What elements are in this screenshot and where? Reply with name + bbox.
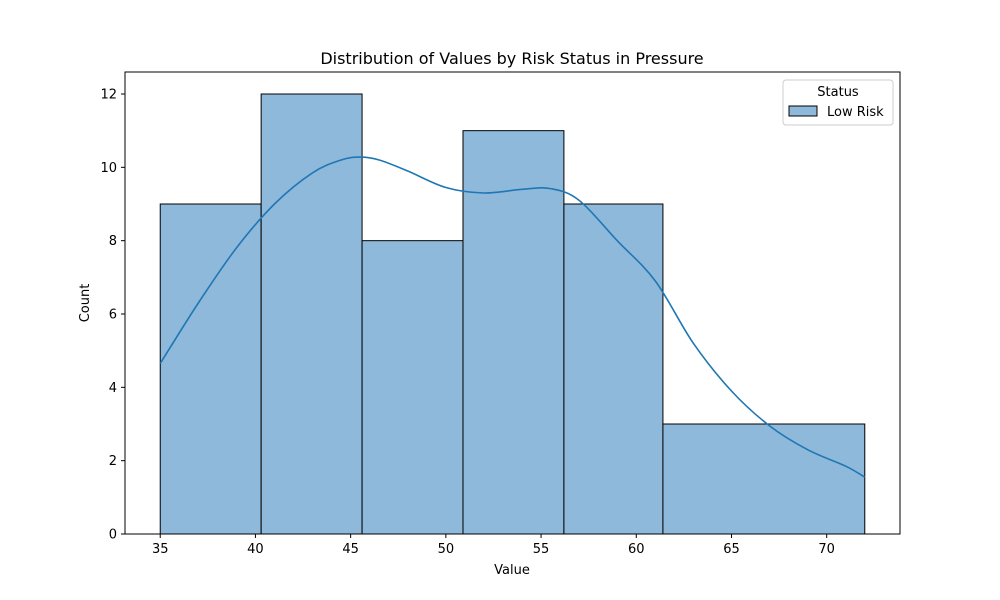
- kde-layer: [159, 156, 866, 478]
- y-tick-label: 6: [109, 308, 117, 323]
- legend-label-low-risk: Low Risk: [827, 105, 884, 120]
- kde-line-low-risk: [159, 156, 866, 478]
- x-tick-label: 35: [152, 542, 169, 557]
- x-axis-label: Value: [494, 563, 530, 578]
- x-axis: 35 40 45 50 55 60 65 70: [152, 534, 835, 557]
- histogram-bar-3: [462, 130, 565, 535]
- histogram-bar-5: [662, 423, 866, 535]
- x-tick-label: 50: [438, 542, 455, 557]
- y-axis-label: Count: [78, 284, 93, 323]
- bars-layer: [159, 93, 866, 535]
- y-tick-label: 0: [109, 528, 117, 543]
- x-tick-label: 45: [342, 542, 359, 557]
- legend: Status Low Risk: [782, 79, 894, 126]
- x-tick-label: 70: [818, 542, 835, 557]
- y-tick-label: 8: [109, 234, 117, 249]
- x-tick-label: 65: [723, 542, 740, 557]
- histogram-bar-2: [361, 240, 464, 535]
- y-tick-label: 10: [100, 161, 117, 176]
- y-axis: 0 2 4 6 8 10 12: [100, 88, 125, 543]
- histogram-bar-0: [159, 203, 262, 535]
- y-tick-label: 2: [109, 454, 117, 469]
- chart-title: Distribution of Values by Risk Status in…: [320, 49, 703, 68]
- x-tick-label: 55: [533, 542, 550, 557]
- histogram-bar-4: [563, 203, 664, 535]
- x-tick-label: 60: [628, 542, 645, 557]
- y-tick-label: 4: [109, 381, 117, 396]
- y-tick-label: 12: [100, 88, 117, 103]
- legend-title: Status: [817, 85, 859, 100]
- legend-swatch-low-risk: [788, 105, 818, 117]
- histogram-bar-1: [260, 93, 363, 535]
- plot-frame: [124, 71, 901, 535]
- x-tick-label: 40: [247, 542, 264, 557]
